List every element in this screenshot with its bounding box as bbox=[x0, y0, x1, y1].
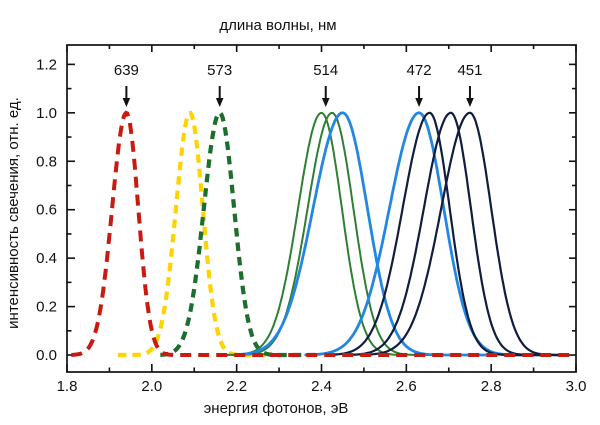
x-axis-title: энергия фотонов, эВ bbox=[204, 400, 349, 417]
series-curve-solid-blue-2-472nm bbox=[304, 111, 559, 357]
plot-frame bbox=[66, 44, 577, 373]
series-curve-solid-blue-1 bbox=[236, 111, 487, 357]
series-curve-solid-navy-3-451nm bbox=[359, 111, 564, 357]
wavelength-label-573: 573 bbox=[207, 62, 232, 79]
y-tick-label-0.0: 0.0 bbox=[36, 347, 57, 364]
spectra-curves bbox=[71, 110, 574, 358]
x-tick-label-2.6: 2.6 bbox=[396, 378, 417, 395]
y-tick-label-0.4: 0.4 bbox=[36, 250, 57, 267]
wavelength-arrowhead-451 bbox=[466, 98, 474, 107]
y-tick-label-1.0: 1.0 bbox=[36, 105, 57, 122]
y-tick-label-0.6: 0.6 bbox=[36, 202, 57, 219]
axis-ticks bbox=[66, 45, 577, 372]
top-axis-title: длина волны, нм bbox=[219, 17, 336, 34]
y-tick-label-1.2: 1.2 bbox=[36, 56, 57, 73]
x-tick-label-2.4: 2.4 bbox=[311, 378, 332, 395]
wavelength-annotations: 639 573 514 472 451 bbox=[114, 62, 482, 107]
wavelength-arrowhead-573 bbox=[215, 98, 224, 107]
x-tick-label-2.8: 2.8 bbox=[481, 378, 502, 395]
x-tick-label-3.0: 3.0 bbox=[566, 378, 587, 395]
wavelength-label-472: 472 bbox=[407, 62, 432, 79]
x-tick-label-2.2: 2.2 bbox=[226, 378, 247, 395]
y-tick-label-0.8: 0.8 bbox=[36, 153, 57, 170]
wavelength-arrowhead-639 bbox=[122, 98, 131, 107]
wavelength-label-639: 639 bbox=[114, 62, 139, 79]
series-curve-solid-navy-2 bbox=[346, 111, 542, 357]
y-tick-label-0.2: 0.2 bbox=[36, 299, 57, 316]
wavelength-label-451: 451 bbox=[457, 62, 482, 79]
wavelength-arrowhead-472 bbox=[415, 98, 423, 107]
x-tick-label-1.8: 1.8 bbox=[57, 378, 78, 395]
wavelength-arrowhead-514 bbox=[321, 98, 330, 107]
series-curve-dashed-red-639nm bbox=[71, 110, 574, 357]
x-tick-label-2.0: 2.0 bbox=[141, 378, 162, 395]
wavelength-label-514: 514 bbox=[313, 62, 338, 79]
y-axis-title: интенсивность свечения, отн. ед. bbox=[5, 97, 22, 329]
axis-tick-labels: 1.8 2.0 2.2 2.4 2.6 2.8 3.0 0.0 0.2 0.4 0.6 0.8 1.0 1… bbox=[36, 56, 586, 395]
